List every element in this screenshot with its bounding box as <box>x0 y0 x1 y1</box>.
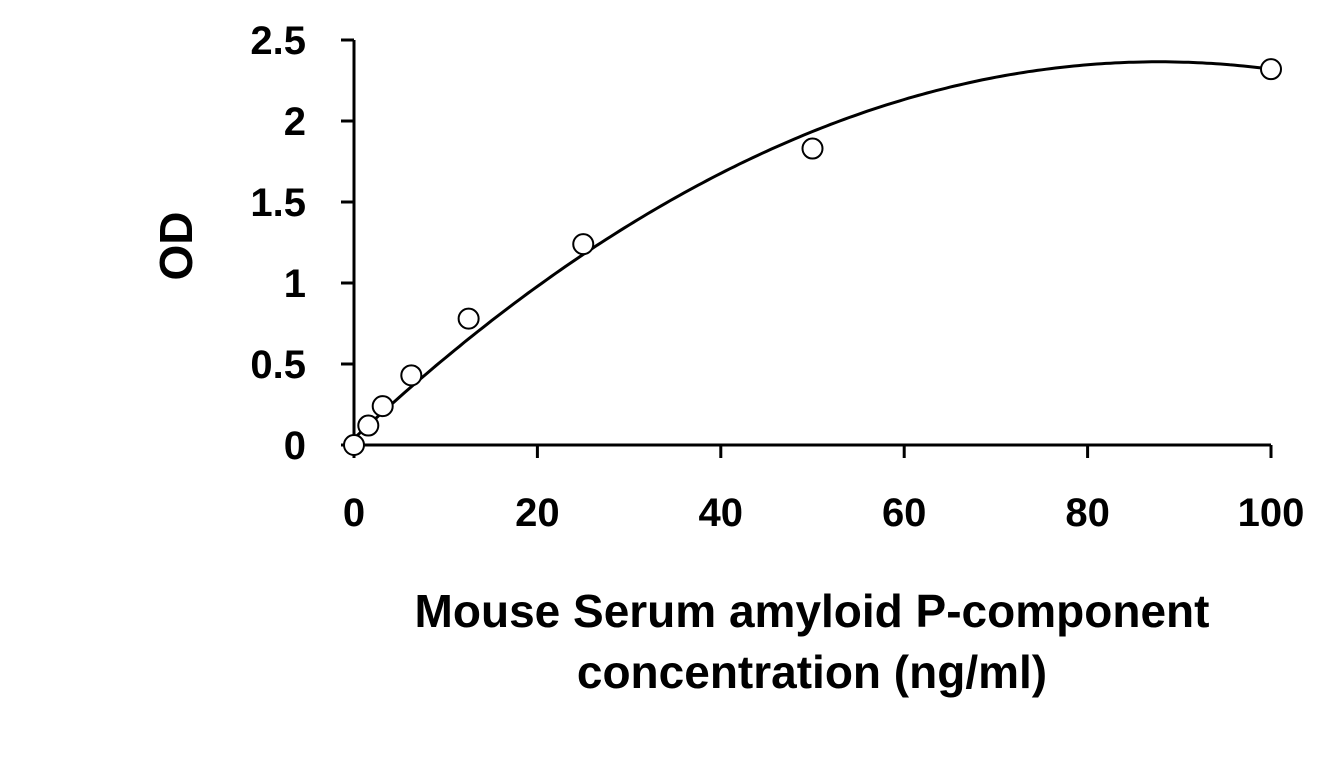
data-points <box>343 58 1282 456</box>
x-tick-label: 60 <box>882 491 927 535</box>
y-tick-label: 1.5 <box>250 181 306 225</box>
x-tick-label: 20 <box>515 491 560 535</box>
fit-curve <box>352 60 1272 440</box>
data-point <box>457 307 480 330</box>
x-tick-label: 80 <box>1065 491 1110 535</box>
y-axis-title: OD <box>150 212 202 281</box>
axes <box>352 40 1271 447</box>
y-tick-label: 0 <box>284 424 306 468</box>
x-tick-label: 100 <box>1238 491 1305 535</box>
x-axis-title-line-1: Mouse Serum amyloid P-component <box>415 585 1210 637</box>
y-tick-label: 1 <box>284 262 306 306</box>
x-axis-ticks: 0 20 40 60 80 100 <box>343 445 1305 535</box>
x-axis-title-line-2: concentration (ng/ml) <box>577 646 1047 698</box>
fit-curve-line <box>352 60 1272 440</box>
y-tick-label: 2 <box>284 100 306 144</box>
data-point <box>1260 58 1282 81</box>
data-point <box>400 364 423 387</box>
data-point <box>801 137 824 160</box>
y-axis-ticks: 0 0.5 1 1.5 2 2.5 <box>250 19 354 468</box>
x-tick-label: 0 <box>343 491 365 535</box>
x-tick-label: 40 <box>699 491 744 535</box>
y-tick-label: 0.5 <box>250 343 306 387</box>
data-point <box>572 233 595 256</box>
y-tick-label: 2.5 <box>250 19 306 63</box>
data-point <box>343 434 365 456</box>
data-point <box>371 395 394 418</box>
data-point <box>357 414 380 437</box>
